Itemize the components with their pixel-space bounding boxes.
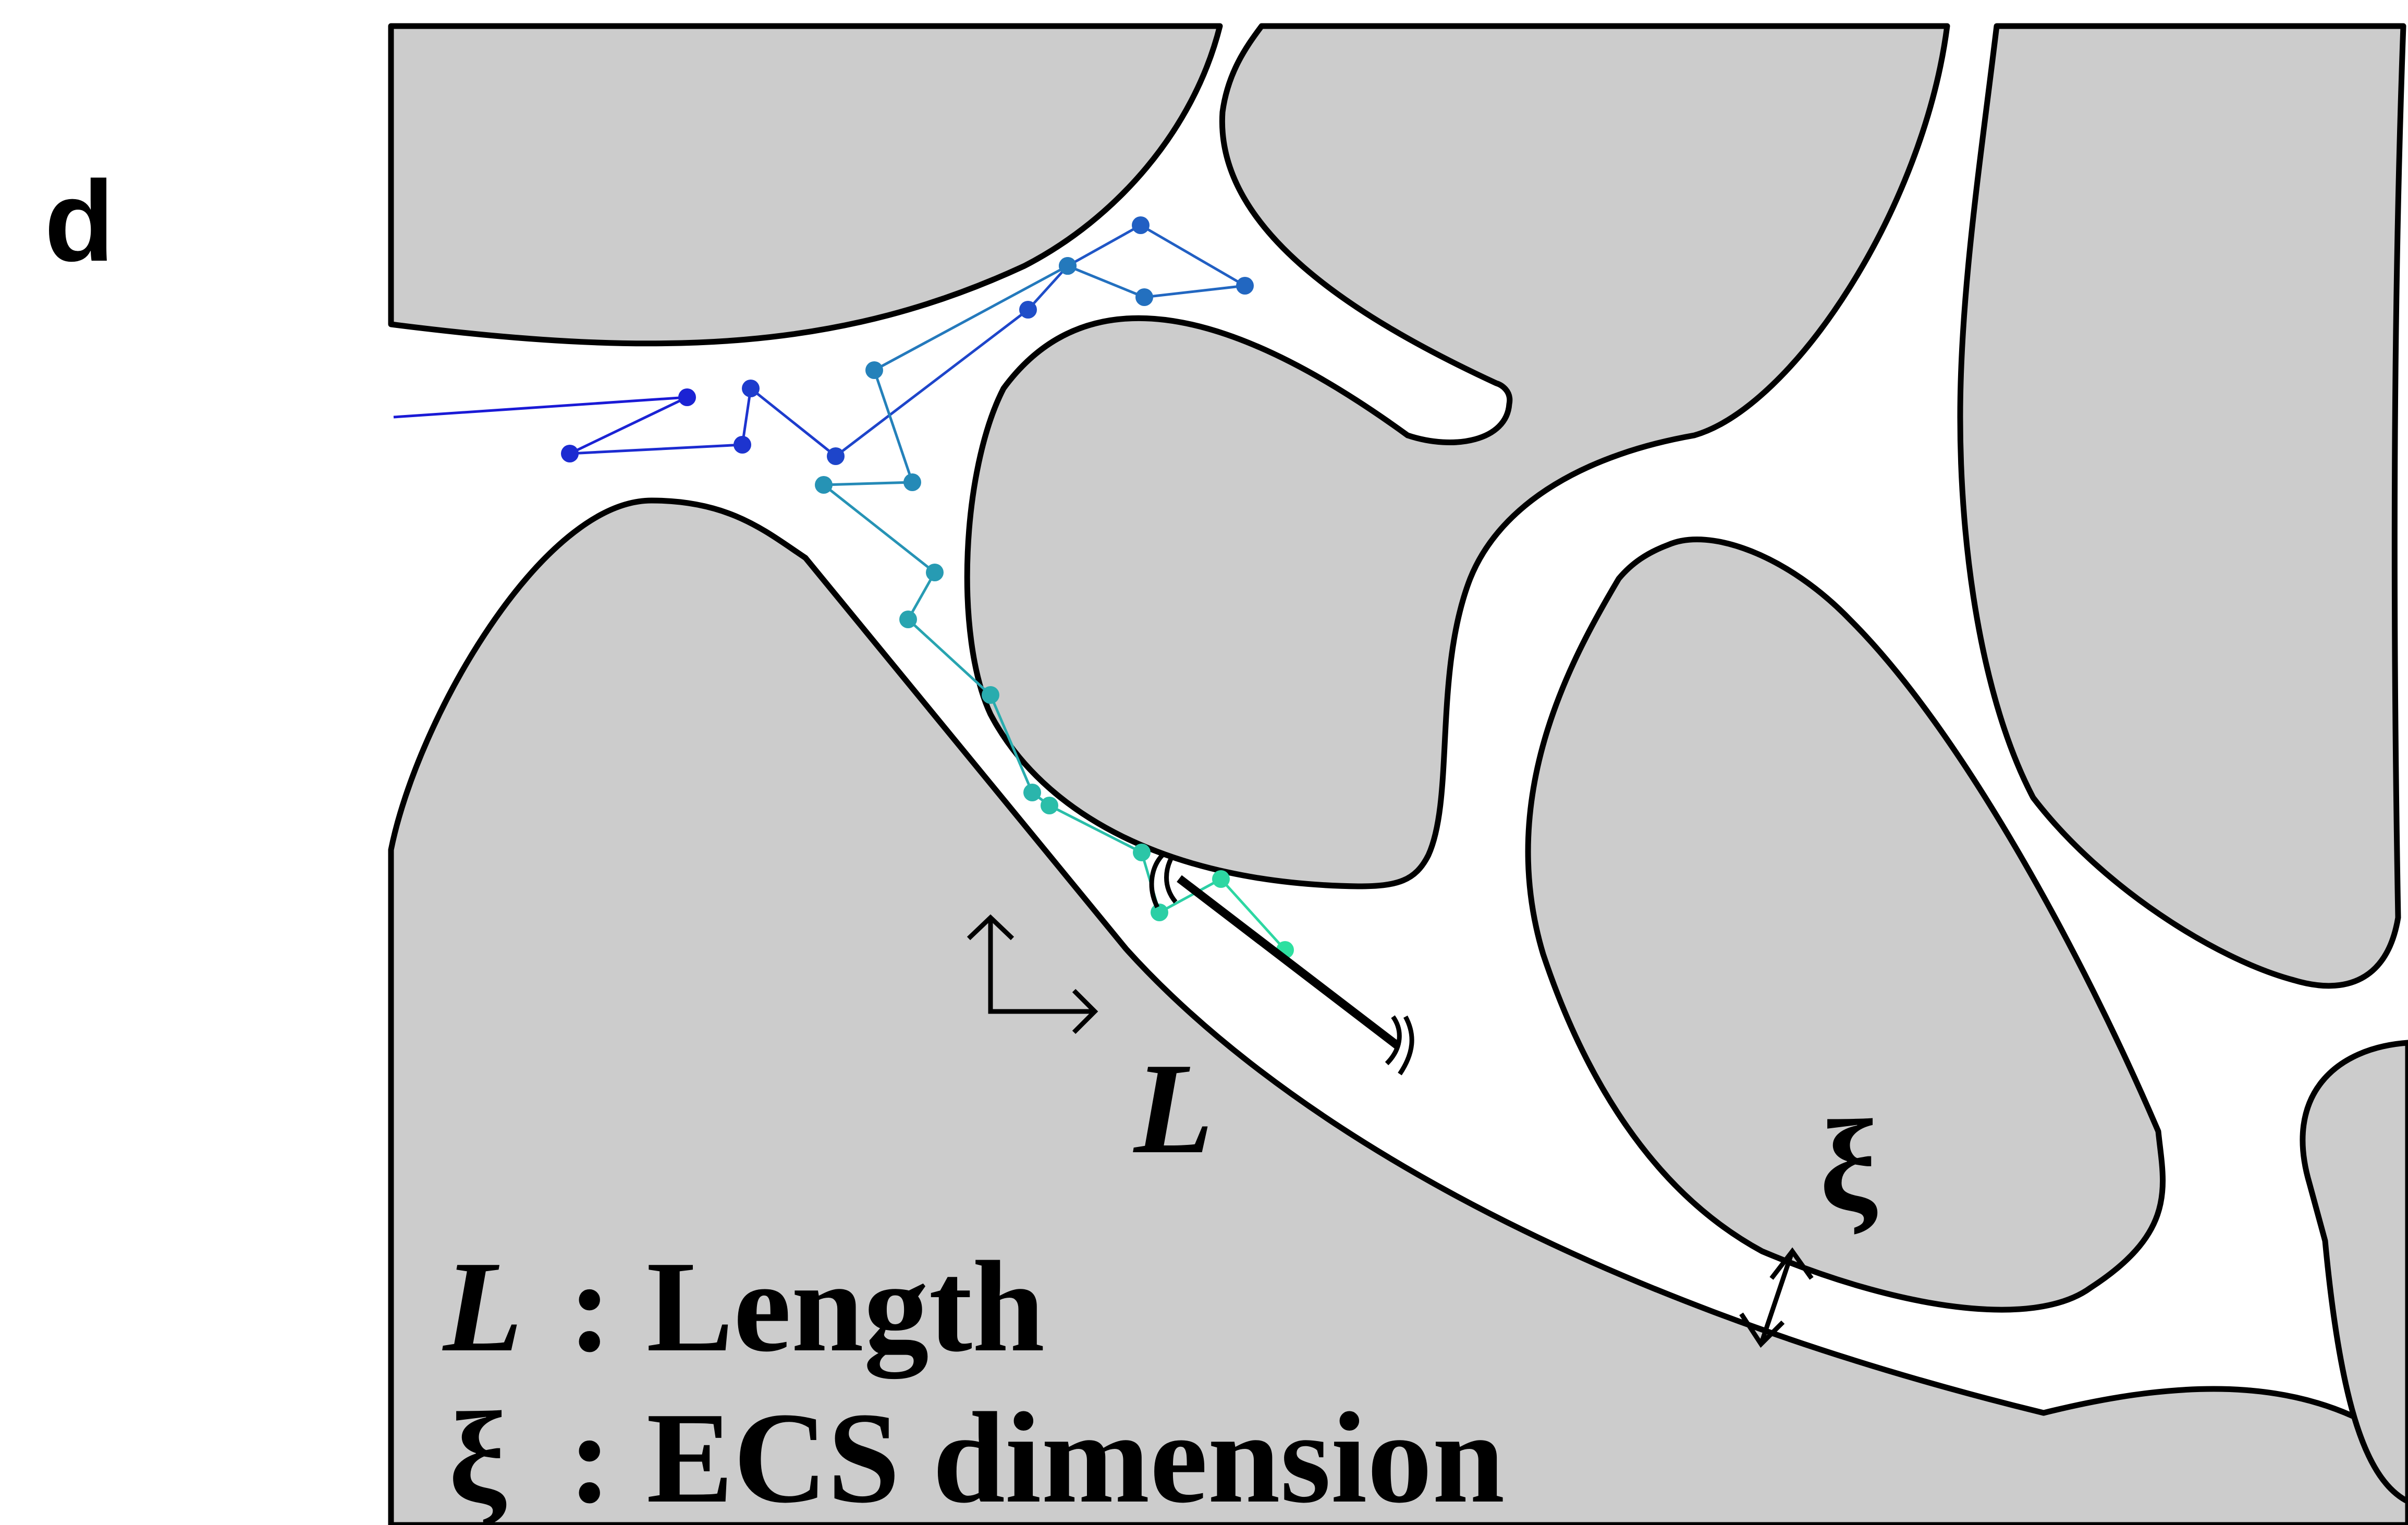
walk-point: [982, 686, 999, 704]
walk-step: [823, 484, 936, 574]
exit-arc-a: [1385, 1015, 1402, 1066]
legend: L : Length ξ : ECS dimension: [442, 1235, 1505, 1525]
walk-step: [741, 388, 752, 445]
walk-step: [989, 694, 1034, 793]
walk-step: [907, 571, 936, 620]
walk-step: [1027, 265, 1069, 311]
legend-separator-ecs: :: [568, 1386, 612, 1525]
axes-arrow-right: [1072, 989, 1098, 1034]
walk-point: [815, 476, 833, 494]
legend-separator-length: :: [568, 1235, 612, 1379]
walk-point: [926, 564, 944, 581]
walk-step: [1067, 224, 1142, 267]
walk-point: [1212, 870, 1230, 888]
walk-point: [903, 473, 921, 491]
ecs-symbol-label: ξ: [1819, 1094, 1878, 1238]
walk-point: [1041, 797, 1058, 814]
walk-point: [734, 436, 751, 454]
length-symbol-label: L: [1133, 1036, 1214, 1181]
axes-arrow-up: [967, 914, 1014, 941]
legend-item-ecs: ξ : ECS dimension: [448, 1386, 1505, 1525]
cell-bottom-right: [2300, 1040, 2408, 1505]
walk-point: [1135, 288, 1153, 306]
walk-point: [678, 388, 696, 406]
walk-point: [1059, 257, 1077, 275]
walk-step: [1067, 264, 1145, 299]
walk-step: [569, 443, 743, 455]
panel-letter: d: [44, 157, 114, 285]
diffusion-random-walk: [393, 216, 1294, 959]
cells-group: [388, 23, 2408, 1525]
walk-point: [1151, 904, 1168, 921]
walk-point: [827, 447, 845, 465]
walk-step: [1144, 284, 1245, 299]
walk-point: [561, 445, 579, 462]
walk-point: [1133, 844, 1151, 861]
walk-step: [873, 370, 914, 483]
walk-step: [1220, 878, 1286, 951]
walk-point: [899, 611, 917, 628]
barrier-arc-right: [1164, 853, 1178, 904]
cell-right-tall: [1957, 23, 2406, 989]
cell-top-left: [388, 23, 1223, 347]
ecs-dimension-arrow: [1739, 1247, 1814, 1348]
legend-symbol-length: L: [442, 1235, 523, 1379]
walk-step: [835, 309, 1029, 457]
cell-center-oval: [1525, 536, 2166, 1313]
legend-symbol-ecs: ξ: [448, 1386, 507, 1525]
walk-step: [1158, 877, 1222, 914]
trapped-segment: [1177, 875, 1400, 1049]
length-axes-icon: [967, 914, 1098, 1034]
walk-point: [1019, 301, 1037, 319]
walk-point: [865, 361, 883, 379]
legend-text-ecs: ECS dimension: [646, 1386, 1505, 1525]
walk-step: [907, 618, 992, 696]
walk-step: [750, 387, 837, 457]
walk-point: [1023, 784, 1041, 801]
walk-step: [873, 264, 1069, 372]
walk-step: [823, 481, 913, 486]
ecs-arrow-head-top: [1769, 1247, 1814, 1280]
barrier-group: [1149, 853, 1414, 1076]
walk-step: [1048, 804, 1143, 854]
barrier-arc-left: [1149, 853, 1165, 909]
walk-step: [569, 396, 688, 455]
exit-arc-b: [1398, 1015, 1414, 1076]
walk-step: [393, 396, 688, 419]
walk-step: [1140, 224, 1246, 287]
axes-lines: [988, 918, 1095, 1014]
cell-bottom-left: [388, 497, 2408, 1525]
ecs-arrow-head-bottom: [1739, 1312, 1785, 1348]
ecs-arrow-shaft: [1758, 1250, 1795, 1345]
legend-text-length: Length: [646, 1235, 1045, 1379]
walk-point: [1236, 277, 1254, 295]
walk-point: [742, 380, 760, 397]
walk-point: [1132, 216, 1150, 234]
legend-item-length: L : Length: [442, 1235, 1045, 1379]
